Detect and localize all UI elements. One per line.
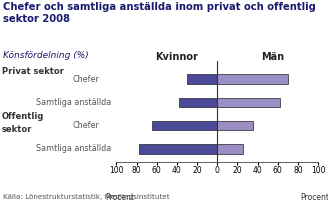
Text: Chefer: Chefer bbox=[72, 75, 99, 84]
Text: Offentlig: Offentlig bbox=[2, 112, 44, 121]
Text: Chefer och samtliga anställda inom privat och offentlig
sektor 2008: Chefer och samtliga anställda inom priva… bbox=[3, 2, 316, 24]
Bar bbox=[139, 144, 217, 154]
Bar bbox=[179, 98, 217, 107]
Text: Procent: Procent bbox=[105, 193, 134, 202]
Bar bbox=[152, 121, 217, 130]
Text: Män: Män bbox=[261, 53, 284, 62]
Text: Chefer: Chefer bbox=[72, 121, 99, 130]
Text: Källa: Lönestrukturstatistik, Medlingsinstitutet: Källa: Lönestrukturstatistik, Medlingsin… bbox=[3, 194, 170, 200]
Text: Procent: Procent bbox=[300, 193, 328, 202]
Bar bbox=[217, 121, 253, 130]
Text: sektor: sektor bbox=[2, 125, 32, 134]
Bar bbox=[217, 74, 288, 84]
Bar bbox=[217, 144, 242, 154]
Text: Samtliga anställda: Samtliga anställda bbox=[36, 144, 111, 153]
Bar bbox=[187, 74, 217, 84]
Text: Samtliga anställda: Samtliga anställda bbox=[36, 98, 111, 107]
Text: Könsfördelning (%): Könsfördelning (%) bbox=[3, 50, 89, 60]
Text: Kvinnor: Kvinnor bbox=[155, 53, 198, 62]
Bar bbox=[217, 98, 280, 107]
Text: Privat sektor: Privat sektor bbox=[2, 67, 64, 76]
